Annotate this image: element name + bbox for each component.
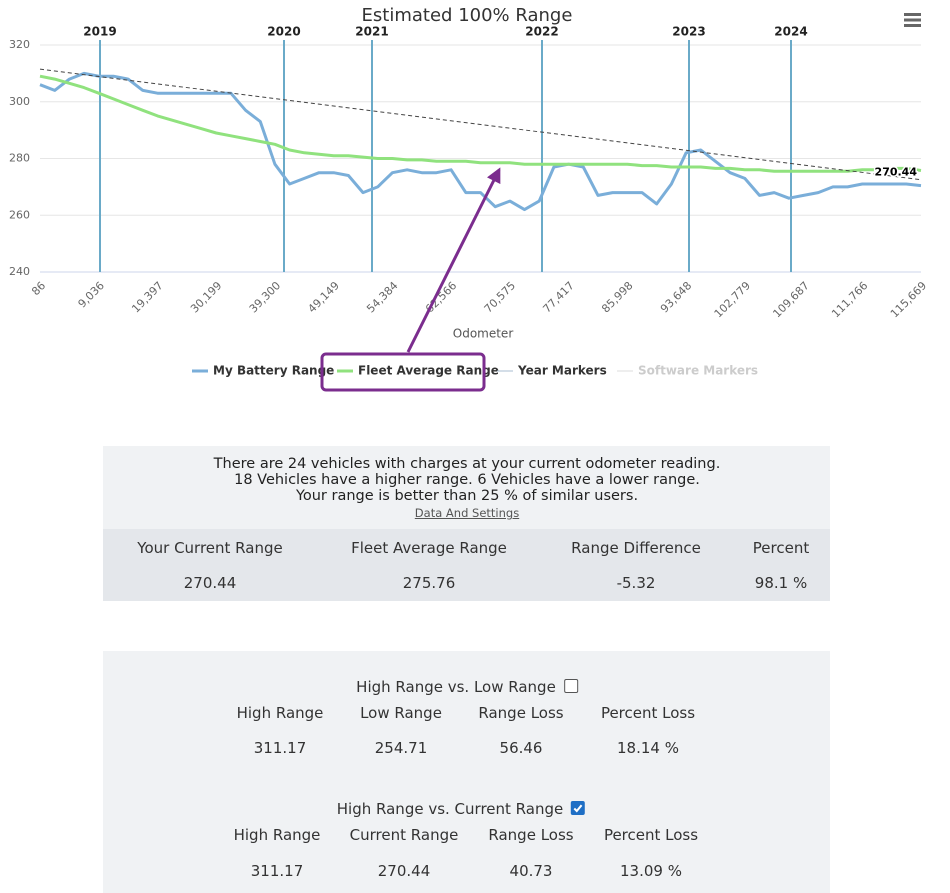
comparison-title: High Range vs. Current Range: [336, 800, 586, 818]
comparison-header: High Range: [236, 704, 324, 722]
comparison-title-text: High Range vs. Low Range: [356, 678, 556, 696]
checkbox[interactable]: [571, 801, 586, 815]
y-tick-label: 280: [9, 152, 30, 165]
legend-item[interactable]: Software Markers: [617, 364, 758, 378]
legend-label: Software Markers: [638, 364, 758, 378]
year-label: 2023: [672, 25, 705, 39]
y-tick-label: 240: [9, 265, 30, 278]
summary-line: Your range is better than 25 % of simila…: [295, 488, 639, 504]
table-value: -5.32: [616, 574, 656, 592]
comparison-header: Percent Loss: [603, 826, 699, 844]
menu-button[interactable]: [904, 13, 921, 27]
comparison-value: 40.73: [509, 862, 553, 880]
table-header: Your Current Range: [137, 539, 283, 557]
trend-line: [39, 68, 922, 181]
x-axis-title: Odometer: [453, 327, 514, 341]
comparison-header: Low Range: [360, 704, 442, 722]
comparison-header: Current Range: [349, 826, 459, 844]
table-header: Percent: [752, 539, 810, 557]
comparison-header: Percent Loss: [600, 704, 696, 722]
comparison-value: 311.17: [253, 739, 307, 757]
comparison-header: High Range: [233, 826, 321, 844]
comparison-panel: [103, 651, 830, 893]
comparison-value: 311.17: [250, 862, 304, 880]
y-tick-label: 320: [9, 38, 30, 51]
y-tick-label: 260: [9, 208, 30, 221]
end-value-label: 270.44: [875, 166, 918, 179]
year-label: 2019: [83, 25, 116, 39]
checkmark: [574, 804, 583, 813]
comparison-value: 254.71: [374, 739, 428, 757]
legend-item[interactable]: My Battery Range: [192, 364, 334, 378]
year-label: 2024: [774, 25, 807, 39]
year-label: 2022: [525, 25, 558, 39]
table-header: Fleet Average Range: [351, 539, 507, 557]
comparison-value: 56.46: [499, 739, 543, 757]
series-line: [39, 74, 922, 173]
legend-item[interactable]: Fleet Average Range: [337, 364, 499, 378]
legend-label: Fleet Average Range: [358, 364, 499, 378]
legend-label: My Battery Range: [213, 364, 334, 378]
table-value: 98.1 %: [754, 574, 808, 592]
comparison-title: High Range vs. Low Range: [356, 678, 578, 696]
year-label: 2020: [267, 25, 300, 39]
chart-title: Estimated 100% Range: [362, 5, 573, 26]
comparison-header: Range Loss: [478, 704, 564, 722]
year-label: 2021: [355, 25, 388, 39]
table-value: 275.76: [402, 574, 456, 592]
table-value: 270.44: [183, 574, 237, 592]
comparison-value: 13.09 %: [620, 862, 682, 880]
comparison-header: Range Loss: [488, 826, 574, 844]
summary-panel: [103, 446, 830, 529]
settings-link[interactable]: Data And Settings: [414, 506, 520, 520]
annotation-arrow: [406, 167, 501, 353]
summary-table: [103, 529, 830, 601]
checkbox[interactable]: [563, 679, 578, 693]
comparison-title-text: High Range vs. Current Range: [336, 800, 564, 818]
chart: Estimated 100% Range Odometer 240 260 280 3…: [9, 5, 929, 392]
summary-line: There are 24 vehicles with charges at yo…: [213, 456, 721, 472]
y-tick-label: 300: [9, 95, 30, 108]
table-header: Range Difference: [571, 539, 701, 557]
comparison-value: 18.14 %: [617, 739, 679, 757]
annotation-box: [320, 352, 486, 392]
legend-label: Year Markers: [517, 364, 607, 378]
series-line: [39, 71, 922, 212]
summary-line: 18 Vehicles have a higher range. 6 Vehic…: [234, 472, 700, 488]
comparison-value: 270.44: [377, 862, 431, 880]
legend-item[interactable]: Year Markers: [497, 364, 607, 378]
